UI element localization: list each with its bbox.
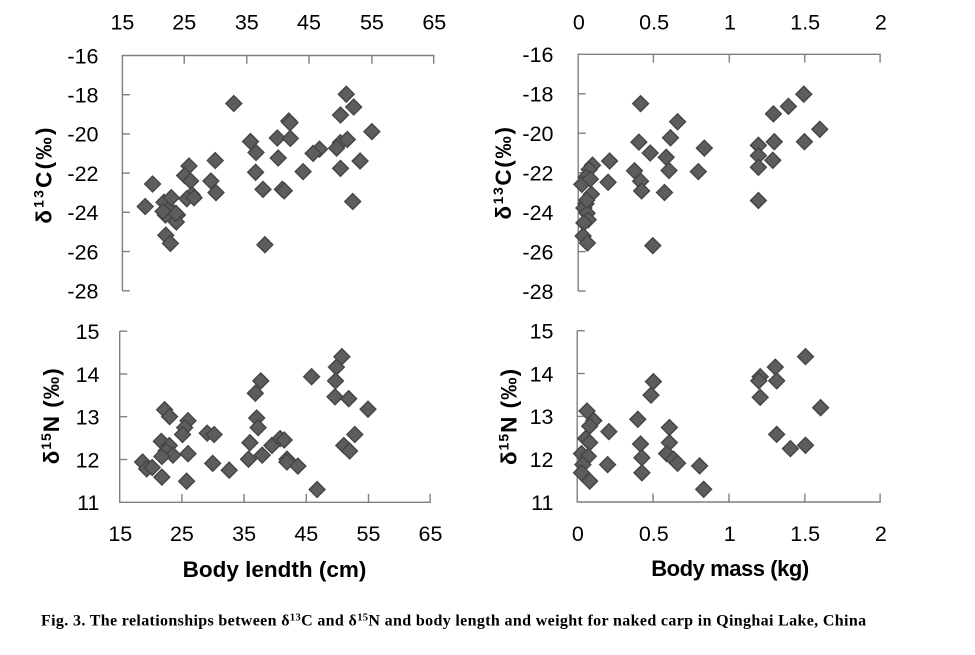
svg-text:15: 15 bbox=[108, 522, 132, 546]
svg-text:0.5: 0.5 bbox=[639, 10, 669, 34]
svg-text:13: 13 bbox=[530, 405, 554, 429]
svg-text:25: 25 bbox=[170, 522, 194, 546]
svg-text:-20: -20 bbox=[67, 123, 98, 147]
svg-text:14: 14 bbox=[76, 363, 100, 387]
svg-text:-26: -26 bbox=[522, 240, 553, 264]
svg-text:δ15N (‰): δ15N (‰) bbox=[38, 367, 64, 464]
svg-text:55: 55 bbox=[357, 522, 381, 546]
svg-text:-18: -18 bbox=[67, 84, 98, 108]
svg-text:1.5: 1.5 bbox=[790, 10, 820, 34]
svg-text:13: 13 bbox=[76, 406, 100, 430]
svg-text:15: 15 bbox=[530, 320, 554, 344]
svg-text:Body lendth (cm): Body lendth (cm) bbox=[183, 557, 367, 582]
svg-text:35: 35 bbox=[232, 522, 256, 546]
svg-text:12: 12 bbox=[530, 448, 554, 472]
svg-text:35: 35 bbox=[235, 10, 259, 34]
svg-text:Body mass (kg): Body mass (kg) bbox=[651, 556, 809, 581]
svg-text:-16: -16 bbox=[67, 44, 98, 68]
svg-text:2: 2 bbox=[875, 10, 887, 34]
svg-text:δ13C(‰): δ13C(‰) bbox=[31, 125, 57, 223]
svg-text:55: 55 bbox=[360, 10, 384, 34]
svg-text:-28: -28 bbox=[67, 280, 98, 304]
svg-text:-22: -22 bbox=[67, 162, 98, 186]
svg-text:-24: -24 bbox=[522, 201, 553, 225]
svg-text:14: 14 bbox=[530, 362, 554, 386]
svg-text:25: 25 bbox=[172, 10, 196, 34]
svg-text:1.5: 1.5 bbox=[790, 522, 820, 546]
svg-text:11: 11 bbox=[77, 491, 99, 515]
svg-text:-22: -22 bbox=[522, 162, 553, 186]
svg-text:0.5: 0.5 bbox=[639, 522, 669, 546]
svg-text:65: 65 bbox=[422, 10, 446, 34]
svg-text:-16: -16 bbox=[522, 43, 553, 67]
svg-text:-24: -24 bbox=[67, 201, 98, 225]
svg-text:45: 45 bbox=[297, 10, 321, 34]
svg-text:12: 12 bbox=[76, 448, 100, 472]
svg-text:0: 0 bbox=[573, 10, 585, 34]
svg-text:δ13C(‰): δ13C(‰) bbox=[490, 125, 516, 219]
svg-text:15: 15 bbox=[110, 10, 134, 34]
svg-text:-20: -20 bbox=[522, 122, 553, 146]
svg-text:1: 1 bbox=[724, 10, 736, 34]
svg-text:δ15N (‰): δ15N (‰) bbox=[496, 368, 522, 465]
svg-text:2: 2 bbox=[875, 522, 887, 546]
svg-text:15: 15 bbox=[76, 320, 100, 344]
svg-text:0: 0 bbox=[572, 522, 584, 546]
svg-text:-18: -18 bbox=[522, 83, 553, 107]
svg-text:Fig. 3. The relationships betw: Fig. 3. The relationships between δ13C a… bbox=[41, 613, 866, 630]
svg-text:-26: -26 bbox=[67, 240, 98, 264]
svg-text:11: 11 bbox=[531, 491, 553, 515]
svg-text:1: 1 bbox=[724, 522, 736, 546]
svg-text:65: 65 bbox=[419, 522, 443, 546]
svg-text:45: 45 bbox=[294, 522, 318, 546]
svg-text:-28: -28 bbox=[522, 280, 553, 304]
